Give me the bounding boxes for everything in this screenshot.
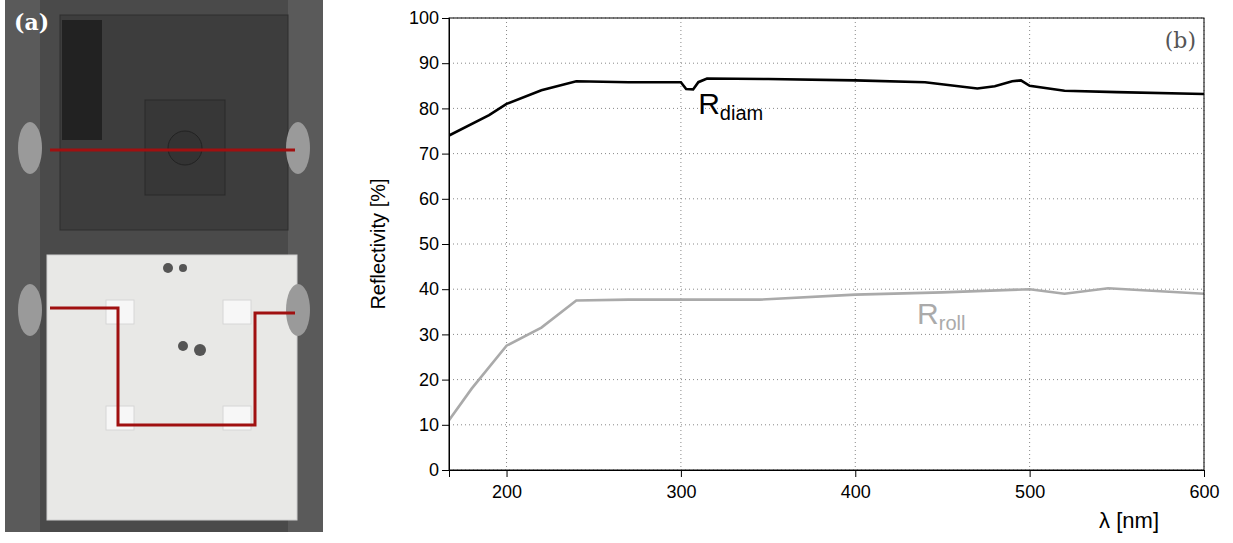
tick-mark — [681, 470, 682, 477]
tick: 80 — [419, 99, 449, 119]
screw — [178, 341, 188, 351]
beam-path — [50, 149, 295, 152]
tick: 70 — [419, 144, 449, 164]
plot-area — [449, 79, 1204, 421]
screw — [163, 263, 173, 273]
tick-label: 0 — [429, 460, 439, 480]
series-label: Rroll — [917, 297, 965, 334]
tick: 400 — [841, 470, 871, 502]
tick: 100 — [409, 8, 449, 28]
tick-mark — [1204, 470, 1205, 477]
tick-mark — [442, 425, 449, 426]
tick-label: 500 — [1015, 482, 1045, 502]
tick-mark — [442, 199, 449, 200]
screw — [179, 264, 187, 272]
grid-line — [449, 334, 1204, 335]
series-label: Rdiam — [698, 87, 763, 124]
tick-label: 600 — [1189, 482, 1219, 502]
tick-mark — [442, 108, 449, 109]
tick-mark — [855, 470, 856, 477]
grid-line — [855, 18, 856, 470]
series-line — [449, 288, 1204, 420]
tick-mark — [1030, 470, 1031, 477]
series-line — [449, 79, 1204, 136]
grid-line — [449, 108, 1204, 109]
mount — [145, 100, 225, 195]
tick: 90 — [419, 53, 449, 73]
tick-mark — [442, 334, 449, 335]
tick: 200 — [492, 470, 522, 502]
tick-mark — [442, 63, 449, 64]
grid-line — [449, 63, 1204, 64]
tick-label: 200 — [492, 482, 522, 502]
port — [18, 122, 42, 174]
port — [18, 284, 42, 336]
tick-label: 60 — [419, 189, 439, 209]
grid — [449, 18, 1204, 470]
chart-panel: 200 300 400 500 600 0 10 20 30 40 50 60 70 80 90 100 Ref… — [367, 8, 1220, 533]
mount-hole — [168, 131, 202, 165]
tick-label: 100 — [409, 8, 439, 28]
axis-line — [450, 471, 1205, 478]
x-axis: 200 300 400 500 600 — [450, 470, 1220, 502]
tick: 500 — [1015, 470, 1045, 502]
dark-slot — [62, 20, 102, 140]
panel-label: (a) — [14, 9, 49, 35]
tick-label: 80 — [419, 99, 439, 119]
screw — [194, 344, 206, 356]
tick: 40 — [419, 279, 449, 299]
port — [286, 122, 310, 174]
box-outer — [5, 0, 323, 532]
tick-mark — [442, 289, 449, 290]
tick-mark — [507, 470, 508, 477]
tick-mark — [442, 244, 449, 245]
figure: (a) 200 300 400 500 600 0 10 20 30 40 50 60 70 80 90 100… — [0, 0, 1233, 543]
tick-label: 90 — [419, 53, 439, 73]
y-axis: 0 10 20 30 40 50 60 70 80 90 100 — [409, 8, 450, 480]
grid-line — [449, 198, 1204, 199]
tick-mark — [442, 18, 449, 19]
photo-panel: (a) — [5, 0, 323, 532]
grid-line — [506, 18, 507, 470]
tick: 600 — [1189, 470, 1219, 502]
y-axis-title: Reflectivity [%] — [367, 178, 389, 309]
upper-plate — [60, 15, 288, 230]
tick-mark — [442, 470, 449, 471]
mirror — [223, 300, 251, 324]
tick-mark — [442, 154, 449, 155]
mirror — [106, 300, 134, 324]
tick-label: 40 — [419, 279, 439, 299]
plot-frame — [449, 18, 1204, 470]
beam-path — [50, 308, 295, 425]
tick: 10 — [419, 415, 449, 435]
tick: 300 — [666, 470, 696, 502]
axis-line — [442, 19, 450, 471]
grid-line — [449, 244, 1204, 245]
tick-label: 10 — [419, 415, 439, 435]
grid-line — [449, 424, 1204, 425]
tick-label: 30 — [419, 325, 439, 345]
tick-label: 400 — [841, 482, 871, 502]
tick: 60 — [419, 189, 449, 209]
tick: 30 — [419, 325, 449, 345]
tick-label: 300 — [666, 482, 696, 502]
tick: 20 — [419, 370, 449, 390]
grid-line — [449, 153, 1204, 154]
tick: 0 — [429, 460, 449, 480]
white-plate — [47, 255, 297, 520]
tick-label: 20 — [419, 370, 439, 390]
x-axis-title: λ [nm] — [1099, 508, 1159, 533]
tick-label: 50 — [419, 234, 439, 254]
tick-label: 70 — [419, 144, 439, 164]
grid-line — [449, 379, 1204, 380]
port — [286, 284, 310, 336]
tick-mark — [442, 380, 449, 381]
panel-label: (b) — [1165, 28, 1196, 53]
tick: 50 — [419, 234, 449, 254]
